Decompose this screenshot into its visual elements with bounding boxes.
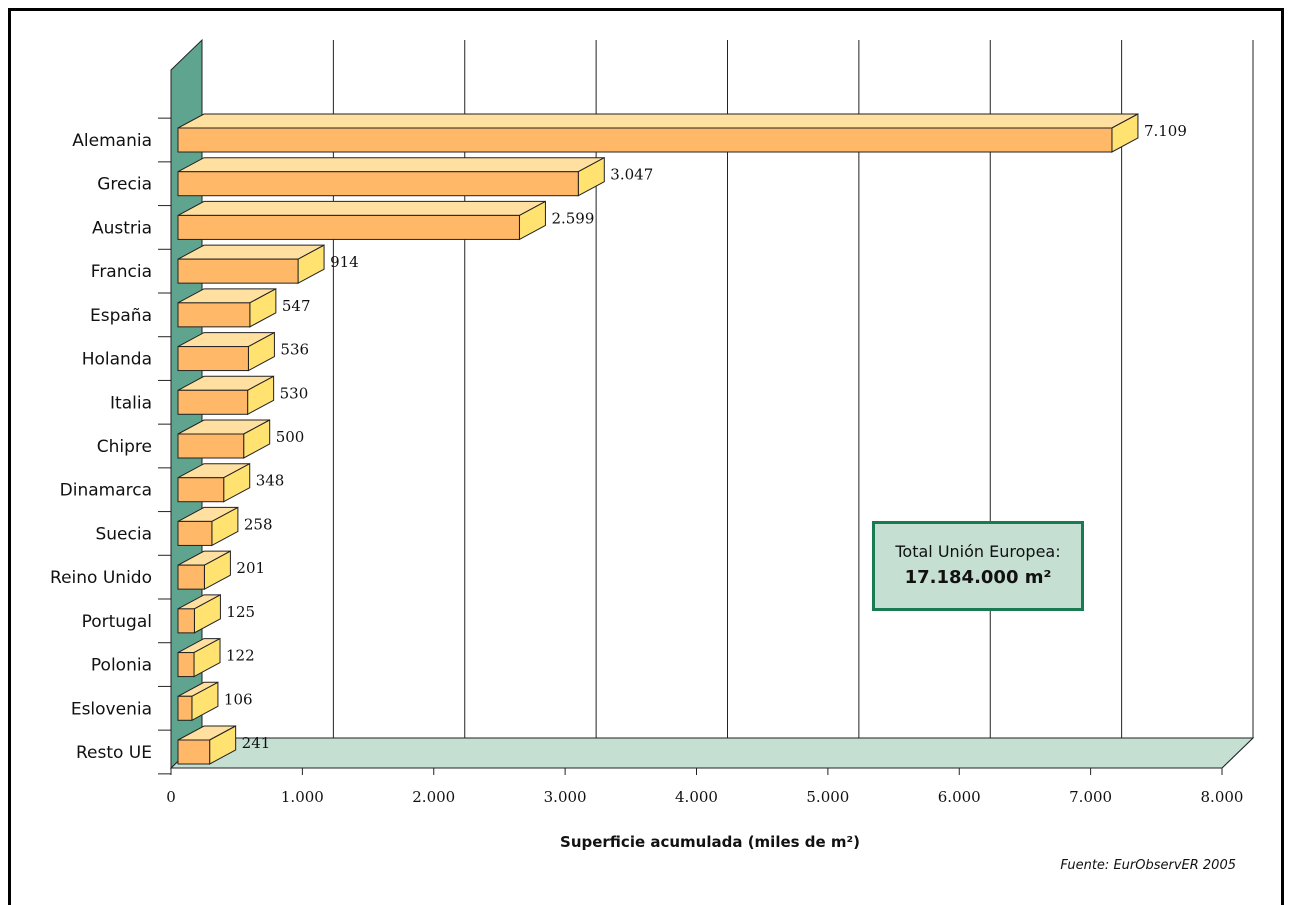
category-label: Reino Unido	[50, 568, 152, 588]
bar-front-face	[177, 608, 195, 634]
bar-front-face	[177, 127, 1113, 153]
bar-value-label: 201	[236, 559, 265, 577]
x-tick-label: 7.000	[1069, 788, 1112, 806]
category-labels: Alemania Grecia Austria Francia España Holand…	[50, 131, 152, 763]
bar-value-label: 7.109	[1144, 122, 1187, 140]
total-annotation-value: 17.184.000 m²	[904, 567, 1052, 588]
bar-value-label: 258	[244, 515, 273, 533]
category-label: Eslovenia	[71, 699, 152, 719]
bar-value-label: 2.599	[551, 209, 594, 227]
x-axis-ticks: 0 1.000 2.000 3.000 4.000 5.000 6.000 7.000 8.00…	[158, 117, 1244, 806]
category-label: Austria	[92, 218, 152, 238]
bar: 547	[177, 288, 311, 328]
category-label: Resto UE	[76, 743, 152, 763]
category-label: Suecia	[95, 524, 152, 544]
bar-value-label: 547	[282, 297, 311, 315]
bar: 500	[177, 419, 305, 459]
bar: 125	[177, 594, 255, 634]
x-axis-title: Superficie acumulada (miles de m²)	[560, 833, 860, 851]
bar-front-face	[177, 258, 299, 284]
bar: 914	[177, 244, 359, 284]
bar-front-face	[177, 564, 205, 590]
category-label: Holanda	[82, 350, 152, 370]
bar-front-face	[177, 433, 245, 459]
bar-value-label: 122	[226, 647, 255, 665]
bar-front-face	[177, 520, 213, 546]
bar-front-face	[177, 302, 251, 328]
bar-front-face	[177, 171, 579, 197]
bar: 536	[177, 331, 309, 372]
bar: 348	[177, 462, 285, 503]
bar-value-label: 914	[330, 253, 359, 271]
x-tick-label: 6.000	[938, 788, 981, 806]
bar-front-face	[177, 389, 249, 415]
bar-front-face	[177, 346, 249, 372]
bar-top-face	[177, 113, 1139, 129]
bar-value-label: 3.047	[610, 166, 653, 184]
bar-value-label: 500	[276, 428, 305, 446]
bar-value-label: 125	[226, 603, 255, 621]
category-label: Alemania	[72, 131, 152, 151]
category-label: Portugal	[82, 612, 152, 632]
bar: 3.047	[177, 156, 653, 197]
x-tick-label: 3.000	[544, 788, 587, 806]
category-label: Dinamarca	[60, 481, 152, 501]
bar-top-face	[177, 157, 605, 173]
bar: 122	[177, 637, 255, 678]
chart-frame	[8, 8, 1284, 905]
x-tick-label: 5.000	[806, 788, 849, 806]
bar: 258	[177, 506, 273, 547]
bar: 106	[177, 681, 253, 722]
category-label: Chipre	[97, 437, 152, 457]
x-tick-label: 1.000	[281, 788, 324, 806]
bar-front-face	[177, 695, 193, 721]
x-tick-label: 0	[166, 788, 176, 806]
category-label: Grecia	[97, 175, 152, 195]
bar: 530	[177, 375, 309, 416]
bar-top-face	[177, 200, 546, 216]
bar-front-face	[177, 477, 225, 503]
total-annotation-box: Total Unión Europea: 17.184.000 m²	[872, 521, 1084, 611]
bar-front-face	[177, 652, 195, 678]
category-label: España	[90, 306, 152, 326]
bar: 201	[177, 550, 265, 590]
source-note: Fuente: EurObservER 2005	[1060, 858, 1236, 873]
total-annotation-label: Total Unión Europea:	[895, 542, 1061, 561]
bar-value-label: 106	[224, 690, 253, 708]
bar: 2.599	[177, 200, 594, 241]
x-tick-label: 2.000	[412, 788, 455, 806]
category-label: Polonia	[91, 656, 152, 676]
bar-front-face	[177, 739, 211, 765]
bar: 241	[177, 725, 271, 765]
x-tick-label: 4.000	[675, 788, 718, 806]
bar-value-label: 241	[242, 734, 271, 752]
bar-front-face	[177, 214, 520, 240]
bars: 7.109 3.047 2.599 914 547 536 530 500 348 258 201 1…	[177, 113, 1187, 765]
bar-value-label: 530	[280, 384, 309, 402]
bar-value-label: 536	[280, 341, 309, 359]
bar: 7.109	[177, 113, 1187, 153]
bar-value-label: 348	[256, 472, 285, 490]
category-label: Francia	[91, 262, 152, 282]
x-tick-label: 8.000	[1201, 788, 1244, 806]
category-label: Italia	[110, 393, 152, 413]
floor-plane	[169, 737, 1255, 769]
